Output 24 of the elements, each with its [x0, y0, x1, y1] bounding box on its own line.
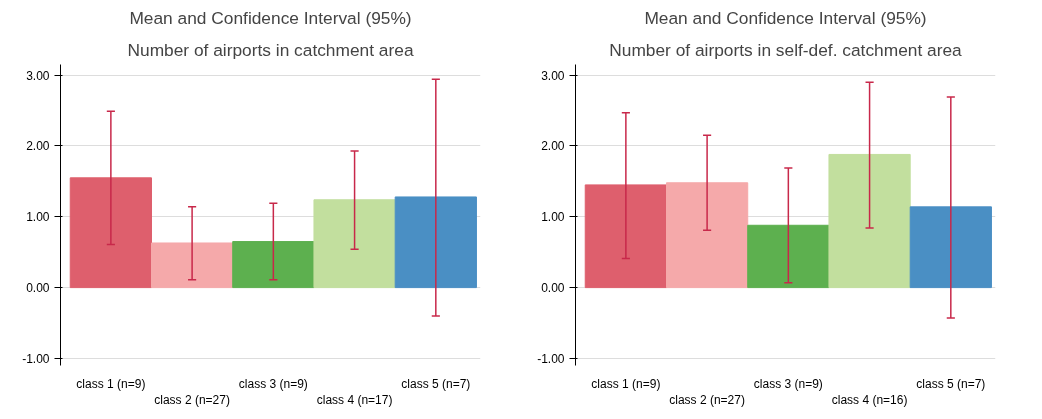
x-tick-label: class 2 (n=27): [669, 393, 745, 408]
x-tick-label: class 4 (n=17): [316, 393, 393, 408]
y-tick-label: 2.00: [541, 139, 565, 154]
chart-title: Mean and Confidence Interval (95%): [644, 7, 927, 28]
x-tick-label: class 2 (n=27): [154, 393, 230, 408]
y-tick-label: 1.00: [541, 210, 565, 225]
y-tick-label: -1.00: [537, 351, 565, 366]
chart-subtitle: Number of airports in self-def. catchment area: [609, 39, 963, 60]
y-tick-label: 3.00: [541, 68, 565, 83]
y-tick-label: 2.00: [26, 139, 50, 154]
chart-title: Mean and Confidence Interval (95%): [129, 7, 412, 28]
x-tick-label: class 1 (n=9): [76, 376, 146, 391]
y-tick-label: 1.00: [26, 210, 50, 225]
y-tick-label: 3.00: [26, 68, 50, 83]
y-tick-label: -1.00: [22, 351, 50, 366]
x-tick-label: class 5 (n=7): [401, 376, 471, 391]
x-tick-label: class 5 (n=7): [916, 376, 986, 391]
y-tick-label: 0.00: [541, 281, 565, 296]
chart-subtitle: Number of airports in catchment area: [127, 39, 414, 60]
x-tick-label: class 3 (n=9): [753, 376, 823, 391]
y-tick-label: 0.00: [26, 281, 50, 296]
x-tick-label: class 4 (n=16): [831, 393, 908, 408]
x-tick-label: class 3 (n=9): [238, 376, 308, 391]
x-tick-label: class 1 (n=9): [591, 376, 661, 391]
